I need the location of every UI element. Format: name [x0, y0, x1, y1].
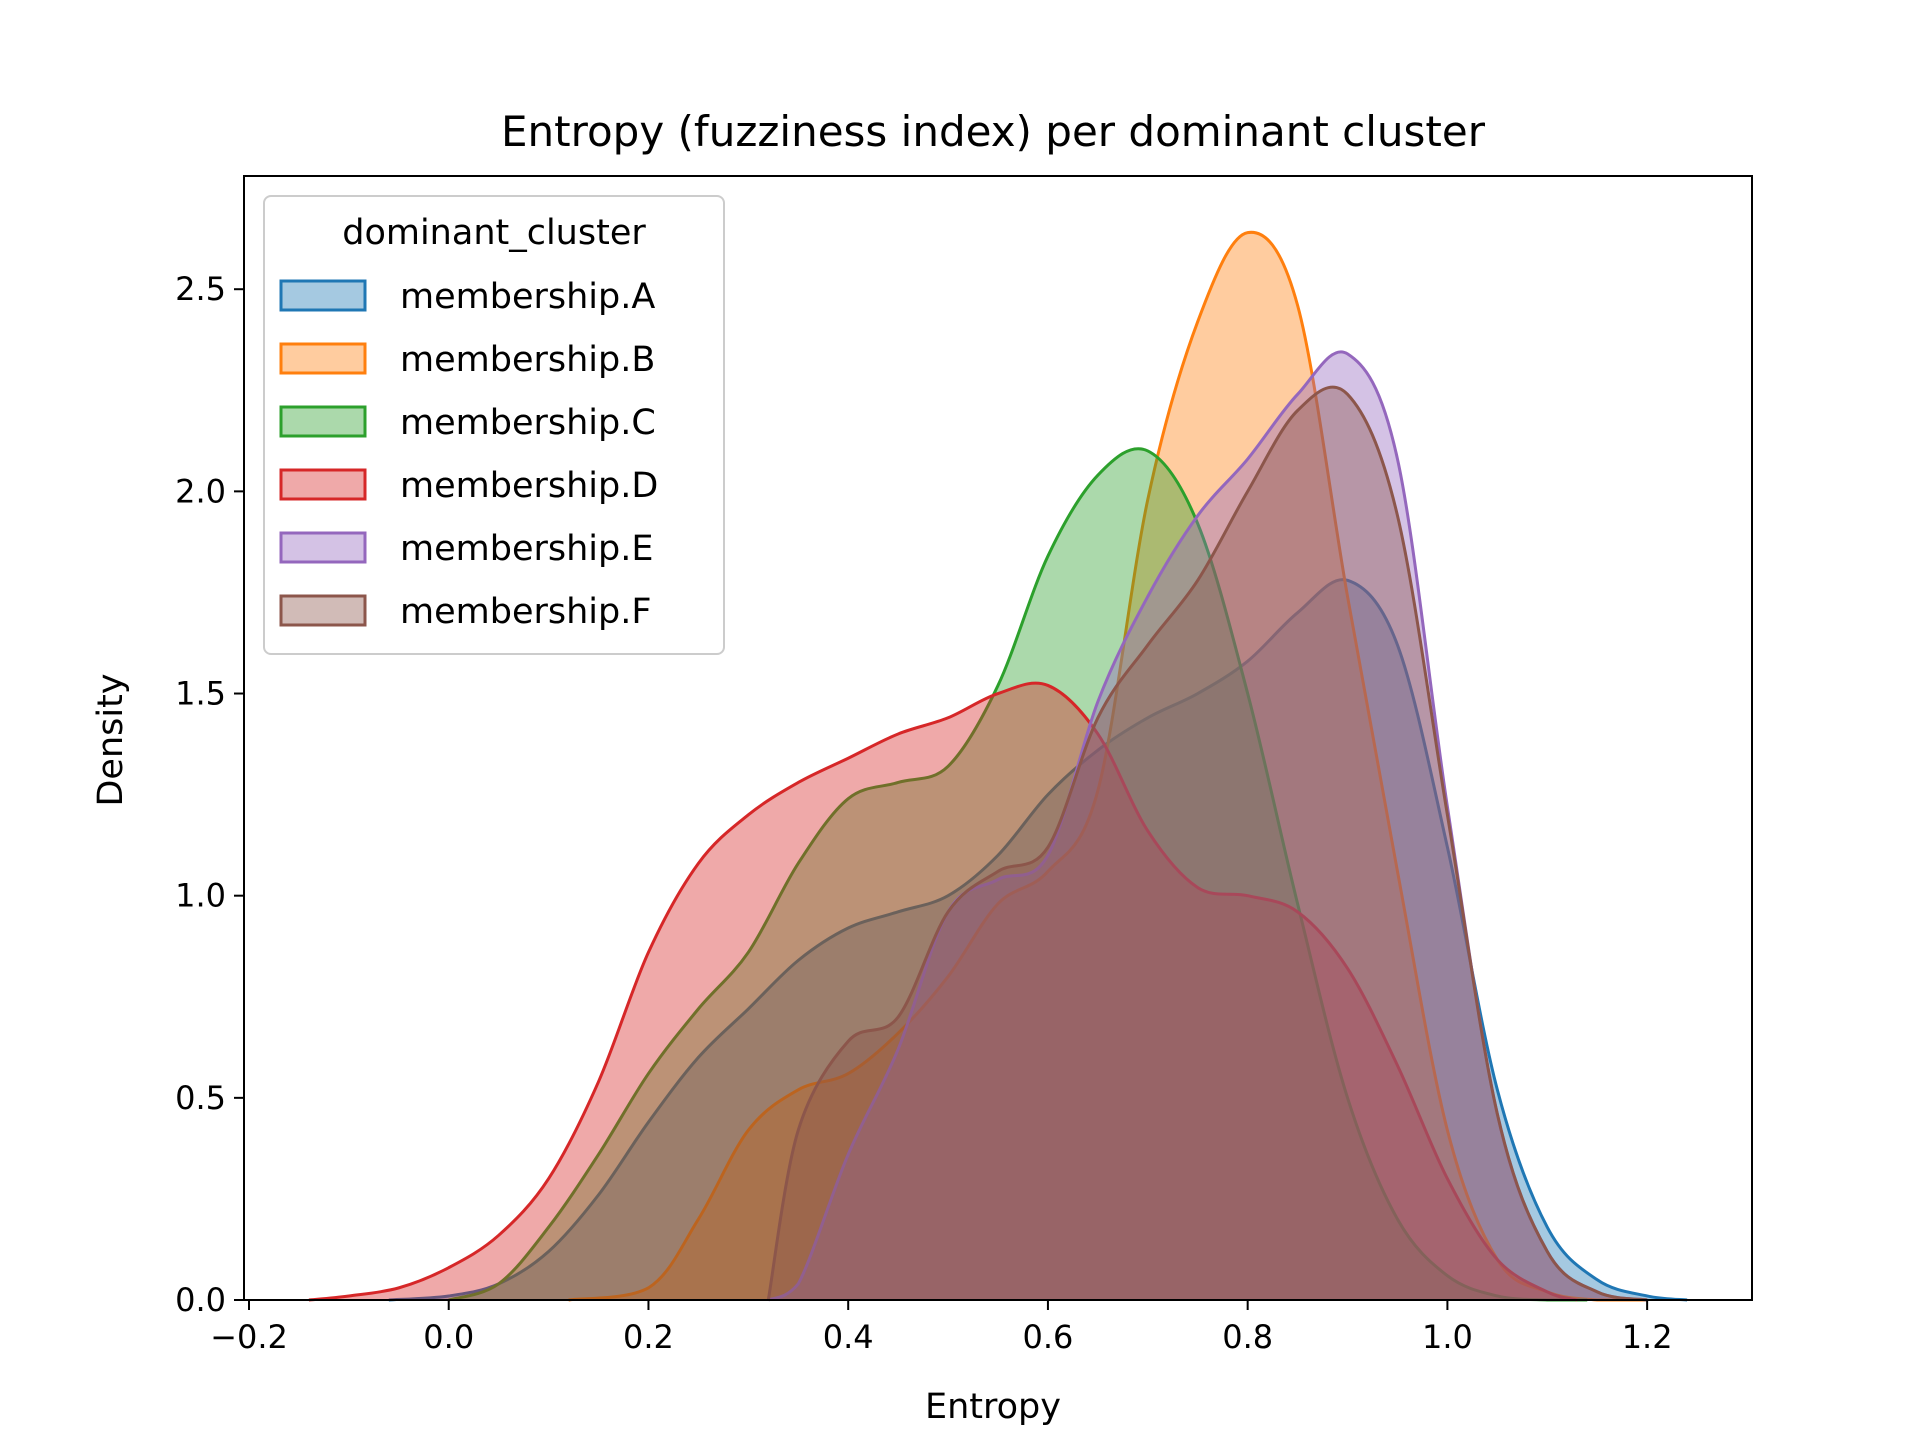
density-line-membership-a: [388, 578, 1688, 1302]
y-tick-label: 1.5: [175, 675, 226, 713]
density-area-membership-e: [768, 351, 1648, 1300]
legend: dominant_cluster membership.Amembership.…: [263, 195, 725, 655]
density-area-membership-d: [308, 683, 1578, 1300]
y-tick-label: 0.0: [175, 1281, 226, 1319]
y-axis-label: Density: [91, 673, 131, 806]
legend-label-membership-a: membership.A: [400, 277, 655, 317]
legend-box: [263, 195, 725, 655]
density-area-membership-b: [568, 232, 1648, 1300]
x-axis-label: Entropy: [925, 1387, 1061, 1427]
x-tick-label: 0.6: [1022, 1318, 1073, 1356]
x-axis-ticks: −0.2 0.0 0.2 0.4 0.6 0.8 1.0 1.2: [210, 1300, 1673, 1356]
legend-label-membership-d: membership.D: [400, 466, 658, 506]
legend-label-membership-c: membership.C: [400, 403, 656, 443]
x-tick-label: 0.8: [1222, 1318, 1273, 1356]
legend-items: membership.A membership.B membership.C memb…: [279, 277, 658, 632]
legend-swatch-membership-b: [279, 342, 367, 375]
y-tick-label: 1.0: [175, 877, 226, 915]
legend-swatch-membership-a: [279, 279, 367, 312]
density-line-membership-b: [568, 230, 1648, 1302]
density-line-membership-c: [448, 447, 1588, 1302]
density-area-membership-f: [768, 387, 1648, 1300]
legend-swatch-membership-f: [279, 594, 367, 627]
y-axis-ticks: 0.0 0.5 1.0 1.5 2.0 2.5: [175, 270, 244, 1319]
x-tick-label: 0.0: [423, 1318, 474, 1356]
x-tick-label: 0.2: [623, 1318, 674, 1356]
legend-swatch-membership-c: [279, 405, 367, 438]
x-tick-label: −0.2: [210, 1318, 288, 1356]
density-area-membership-a: [388, 579, 1688, 1300]
legend-title: dominant_cluster: [342, 213, 646, 253]
density-areas: [308, 230, 1688, 1302]
x-tick-label: 1.2: [1622, 1318, 1673, 1356]
legend-label-membership-f: membership.F: [400, 592, 651, 632]
density-line-membership-f: [766, 385, 1648, 1302]
plot-frame: [243, 175, 1753, 1301]
legend-swatch-membership-e: [279, 531, 367, 564]
y-tick-label: 2.5: [175, 270, 226, 308]
x-tick-label: 0.4: [823, 1318, 874, 1356]
legend-label-membership-e: membership.E: [400, 529, 653, 569]
y-tick-label: 0.5: [175, 1079, 226, 1117]
x-tick-label: 1.0: [1422, 1318, 1473, 1356]
chart-title: Entropy (fuzziness index) per dominant c…: [501, 107, 1486, 156]
density-line-membership-d: [308, 681, 1578, 1302]
y-tick-label: 2.0: [175, 472, 226, 510]
legend-label-membership-b: membership.B: [400, 340, 655, 380]
legend-swatch-membership-d: [279, 468, 367, 501]
